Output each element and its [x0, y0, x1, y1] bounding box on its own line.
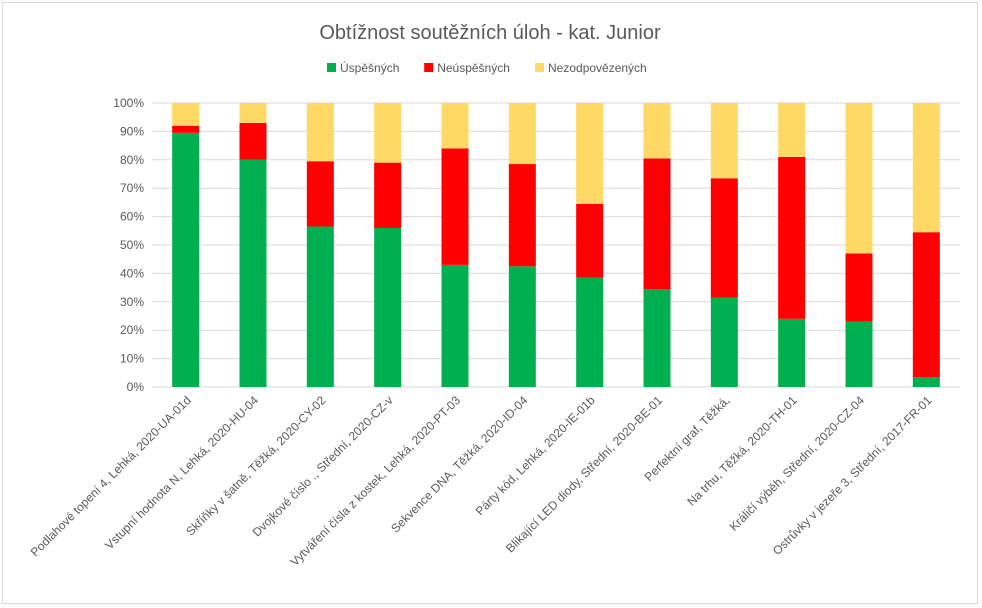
gridlines: [152, 102, 960, 388]
bar-segment: [172, 132, 200, 387]
bar-segment: [374, 162, 402, 228]
bar-segment: [643, 103, 671, 159]
bar-segment: [643, 158, 671, 290]
bar-segment: [172, 103, 200, 126]
legend-label: Nezodpovězených: [548, 61, 647, 75]
x-category-label: Králičí výběh, Střední, 2020-CZ-04: [727, 393, 868, 534]
y-tick-label: 80%: [120, 153, 144, 167]
bar-segment: [441, 148, 469, 265]
x-category-label: Skříňky v šatně, Těžká, 2020-CY-02: [183, 393, 328, 538]
y-tick-label: 90%: [120, 124, 144, 138]
bar-segment: [508, 266, 536, 387]
y-tick-label: 20%: [120, 323, 144, 337]
bar-segment: [710, 297, 738, 387]
bar-segment: [845, 253, 873, 322]
y-tick-label: 100%: [113, 96, 144, 110]
bar-segment: [845, 103, 873, 254]
bar-segment: [374, 227, 402, 387]
x-category-label: Vstupní hodnota N, Lehká, 2020-HU-04: [102, 393, 261, 552]
bar-segment: [710, 103, 738, 179]
bar-segment: [172, 125, 200, 133]
bar-segment: [912, 377, 940, 387]
x-axis-labels: Podlahové topení 4, Lehká, 2020-UA-01dVs…: [28, 393, 935, 569]
bar-segment: [912, 232, 940, 378]
legend-swatch: [424, 63, 434, 72]
legend-label: Neúspěšných: [437, 61, 510, 75]
bar-segment: [576, 277, 604, 387]
bar-segment: [239, 103, 267, 123]
bar-segment: [441, 264, 469, 387]
y-tick-label: 70%: [120, 181, 144, 195]
y-tick-label: 0%: [127, 380, 145, 394]
bar-segment: [508, 164, 536, 267]
y-tick-label: 10%: [120, 352, 144, 366]
bar-segment: [508, 103, 536, 165]
bar-segment: [845, 321, 873, 387]
bar-segment: [710, 178, 738, 298]
bar-segment: [441, 103, 469, 149]
legend-swatch: [535, 63, 544, 72]
legend: Úspěšných Neúspěšných Nezodpovězených: [327, 60, 647, 75]
bar-segment: [306, 103, 334, 162]
y-tick-label: 50%: [120, 238, 144, 252]
bar-segment: [643, 289, 671, 387]
bar-segment: [576, 103, 604, 204]
x-category-label: Sekvence DNA, Těžká, 2020-ID-04: [388, 393, 531, 536]
bar-segment: [778, 156, 806, 319]
bar-segment: [576, 203, 604, 278]
chart-title: Obtížnost soutěžních úloh - kat. Junior: [319, 22, 661, 44]
y-tick-label: 60%: [120, 210, 144, 224]
bar-segment: [239, 122, 267, 160]
legend-swatch: [327, 63, 336, 72]
bar-segment: [778, 318, 806, 387]
x-category-label: Na trhu, Těžká, 2020-TH-01: [684, 393, 800, 509]
y-tick-label: 40%: [120, 266, 144, 280]
bar-segment: [374, 103, 402, 163]
y-axis-ticks: 0% 10% 20% 30% 40% 50% 60% 70% 80% 90% 100%: [113, 96, 144, 394]
y-tick-label: 30%: [120, 295, 144, 309]
bar-segment: [778, 103, 806, 157]
bar-segment: [306, 161, 334, 227]
legend-label: Úspěšných: [340, 60, 399, 75]
bar-segment: [912, 103, 940, 233]
x-category-label: Párty kód, Lehká, 2020-IE-01b: [473, 393, 598, 518]
bar-segment: [306, 226, 334, 387]
bar-segment: [239, 159, 267, 387]
x-category-label: Dvojkové číslo ., Střední, 2020-CZ-v: [250, 393, 396, 539]
bars: [172, 103, 940, 387]
